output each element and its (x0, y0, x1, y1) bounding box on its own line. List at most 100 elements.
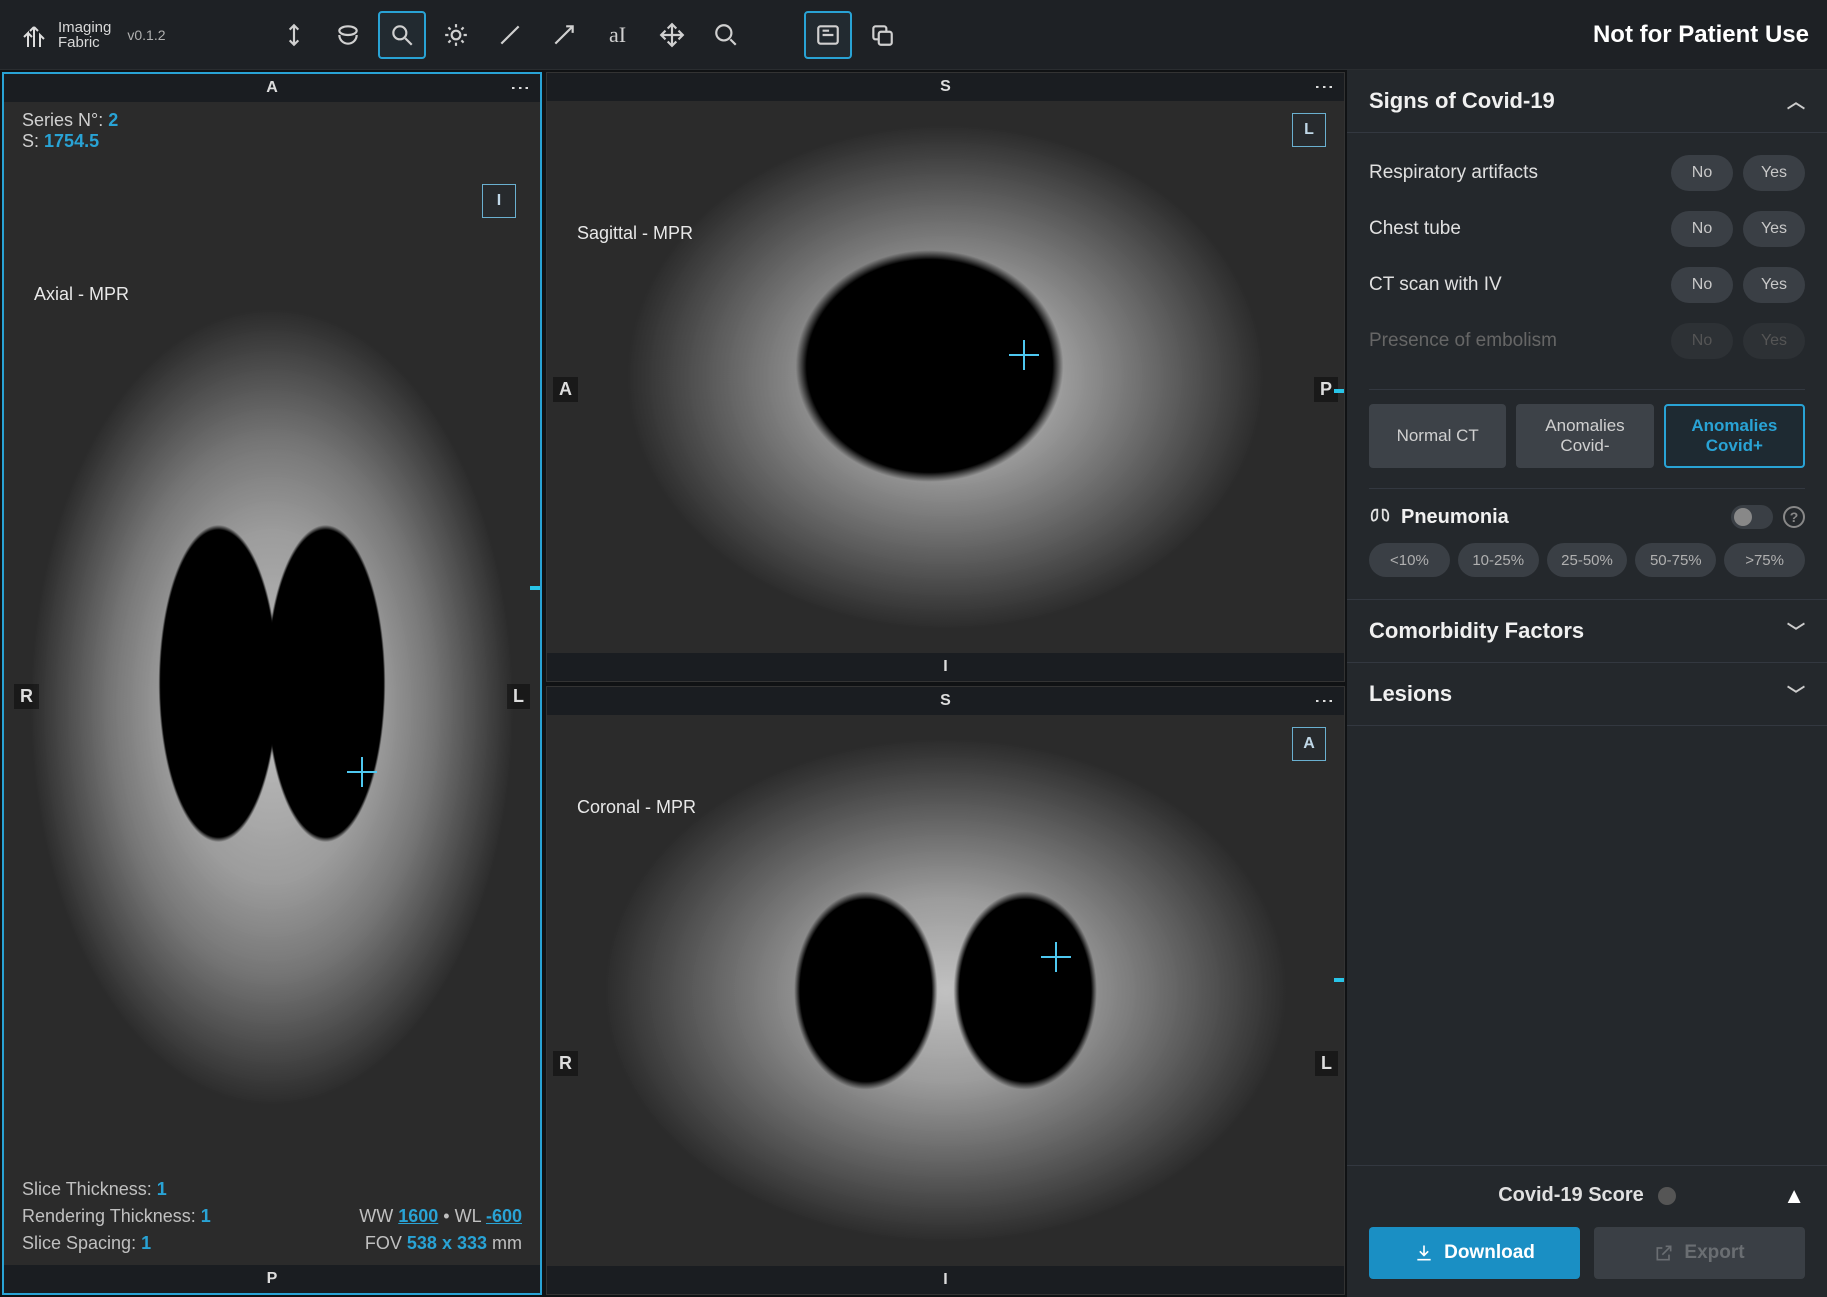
text-tool[interactable]: aI (594, 11, 642, 59)
pan-tool[interactable] (648, 11, 696, 59)
pneumonia-toggle[interactable] (1731, 505, 1773, 529)
comorbidity-panel-header[interactable]: Comorbidity Factors ﹀ (1347, 600, 1827, 663)
tool-group-main: aI (270, 11, 750, 59)
coronal-bottom-orient: I (547, 1266, 1344, 1294)
bottom-dock: Covid-19 Score ▲ Download Export (1347, 1165, 1827, 1297)
logo-text-2: Fabric (58, 35, 111, 50)
logo-text-1: Imaging (58, 20, 111, 35)
sagittal-menu-icon[interactable]: ⋮ (1312, 77, 1336, 95)
rendering-thickness-label: Rendering Thickness: (22, 1206, 196, 1226)
pneumonia-section: Pneumonia ? <10%10-25%25-50%50-75%>75% (1369, 488, 1805, 577)
no-button: No (1671, 323, 1733, 359)
sagittal-corner-box[interactable]: L (1292, 113, 1326, 147)
fov-value: 538 x 333 (407, 1233, 487, 1253)
coronal-menu-icon[interactable]: ⋮ (1312, 691, 1336, 709)
info-panel-tool[interactable] (804, 11, 852, 59)
coronal-left-side: R (553, 1051, 578, 1076)
ct-image-sagittal (547, 101, 1344, 653)
viewport-grid: S ⋮ L Sagittal - MPR A P I A ⋮ Series N°… (0, 70, 1347, 1297)
logo-icon (18, 19, 50, 51)
slice-spacing-value: 1 (141, 1233, 151, 1253)
warning-icon[interactable]: ▲ (1783, 1183, 1805, 1209)
top-toolbar: Imaging Fabric v0.1.2 aI Not for Patient… (0, 0, 1827, 70)
ww-label: WW (359, 1206, 393, 1226)
app-version: v0.1.2 (127, 27, 165, 43)
yes-button[interactable]: Yes (1743, 267, 1805, 303)
sagittal-left-side: A (553, 377, 578, 402)
fov-unit: mm (492, 1233, 522, 1253)
layers-tool[interactable] (858, 11, 906, 59)
no-button[interactable]: No (1671, 155, 1733, 191)
question-label: CT scan with IV (1369, 274, 1502, 296)
question-row: Respiratory artifacts No Yes (1369, 145, 1805, 201)
question-label: Chest tube (1369, 218, 1461, 240)
class-button[interactable]: Normal CT (1369, 404, 1506, 468)
coronal-top-orient: S (547, 687, 1344, 715)
zoom-tool[interactable] (378, 11, 426, 59)
axial-corner-box[interactable]: I (482, 184, 516, 218)
axial-menu-icon[interactable]: ⋮ (508, 78, 532, 96)
question-row: CT scan with IV No Yes (1369, 257, 1805, 313)
right-sidebar: Signs of Covid-19 ︿ Respiratory artifact… (1347, 70, 1827, 1297)
axial-bottom-orient: P (4, 1265, 540, 1293)
question-label: Respiratory artifacts (1369, 162, 1538, 184)
magnify-tool[interactable] (702, 11, 750, 59)
comorbidity-title: Comorbidity Factors (1369, 618, 1584, 644)
axial-top-orient: A (4, 74, 540, 102)
export-button[interactable]: Export (1594, 1227, 1805, 1279)
scroll-tool[interactable] (270, 11, 318, 59)
question-label: Presence of embolism (1369, 330, 1557, 352)
score-row: Covid-19 Score ▲ (1369, 1184, 1805, 1207)
rotate-tool[interactable] (324, 11, 372, 59)
s-value: 1754.5 (44, 131, 99, 151)
no-button[interactable]: No (1671, 267, 1733, 303)
viewport-coronal[interactable]: S ⋮ A Coronal - MPR R L I (546, 686, 1345, 1296)
score-indicator-icon (1658, 1187, 1676, 1205)
percentage-button[interactable]: 50-75% (1635, 543, 1716, 577)
axial-fov-info: WW 1600 • WL -600 FOV 538 x 333 mm (359, 1203, 522, 1257)
wl-value[interactable]: -600 (486, 1206, 522, 1226)
rendering-thickness-value: 1 (201, 1206, 211, 1226)
percentage-button[interactable]: 25-50% (1547, 543, 1628, 577)
covid-panel-body: Respiratory artifacts No Yes Chest tube No Ye… (1347, 133, 1827, 600)
class-button[interactable]: Anomalies Covid+ (1664, 404, 1805, 468)
no-button[interactable]: No (1671, 211, 1733, 247)
sagittal-bottom-orient: I (547, 653, 1344, 681)
percentage-button[interactable]: <10% (1369, 543, 1450, 577)
classification-row: Normal CTAnomalies Covid-Anomalies Covid… (1369, 389, 1805, 468)
wl-label: WL (455, 1206, 481, 1226)
patient-use-warning: Not for Patient Use (1593, 21, 1809, 49)
percentage-button[interactable]: >75% (1724, 543, 1805, 577)
yes-button[interactable]: Yes (1743, 155, 1805, 191)
class-button[interactable]: Anomalies Covid- (1516, 404, 1653, 468)
brightness-tool[interactable] (432, 11, 480, 59)
yes-button[interactable]: Yes (1743, 211, 1805, 247)
main-area: S ⋮ L Sagittal - MPR A P I A ⋮ Series N°… (0, 70, 1827, 1297)
viewport-sagittal[interactable]: S ⋮ L Sagittal - MPR A P I (546, 72, 1345, 682)
question-row: Presence of embolismNoYes (1369, 313, 1805, 369)
chevron-down-icon: ﹀ (1787, 618, 1805, 644)
lungs-icon (1369, 506, 1391, 528)
axial-label: Axial - MPR (34, 284, 129, 305)
download-button[interactable]: Download (1369, 1227, 1580, 1279)
sagittal-label: Sagittal - MPR (577, 223, 693, 244)
percentage-button[interactable]: 10-25% (1458, 543, 1539, 577)
viewport-axial[interactable]: A ⋮ Series N°: 2 S: 1754.5 I Axial - MPR… (2, 72, 542, 1295)
question-row: Chest tube No Yes (1369, 201, 1805, 257)
line-tool[interactable] (486, 11, 534, 59)
download-label: Download (1444, 1242, 1535, 1264)
series-label: Series N°: (22, 110, 103, 130)
ct-image-axial (4, 102, 540, 1265)
s-label: S: (22, 131, 39, 151)
app-logo: Imaging Fabric v0.1.2 (18, 19, 166, 51)
sagittal-top-orient: S (547, 73, 1344, 101)
sagittal-tick (1334, 389, 1344, 393)
covid-title: Signs of Covid-19 (1369, 88, 1555, 114)
export-icon (1654, 1243, 1674, 1263)
ww-value[interactable]: 1600 (398, 1206, 438, 1226)
coronal-corner-box[interactable]: A (1292, 727, 1326, 761)
lesions-panel-header[interactable]: Lesions ﹀ (1347, 663, 1827, 726)
help-icon[interactable]: ? (1783, 506, 1805, 528)
covid-panel-header[interactable]: Signs of Covid-19 ︿ (1347, 70, 1827, 133)
arrow-tool[interactable] (540, 11, 588, 59)
